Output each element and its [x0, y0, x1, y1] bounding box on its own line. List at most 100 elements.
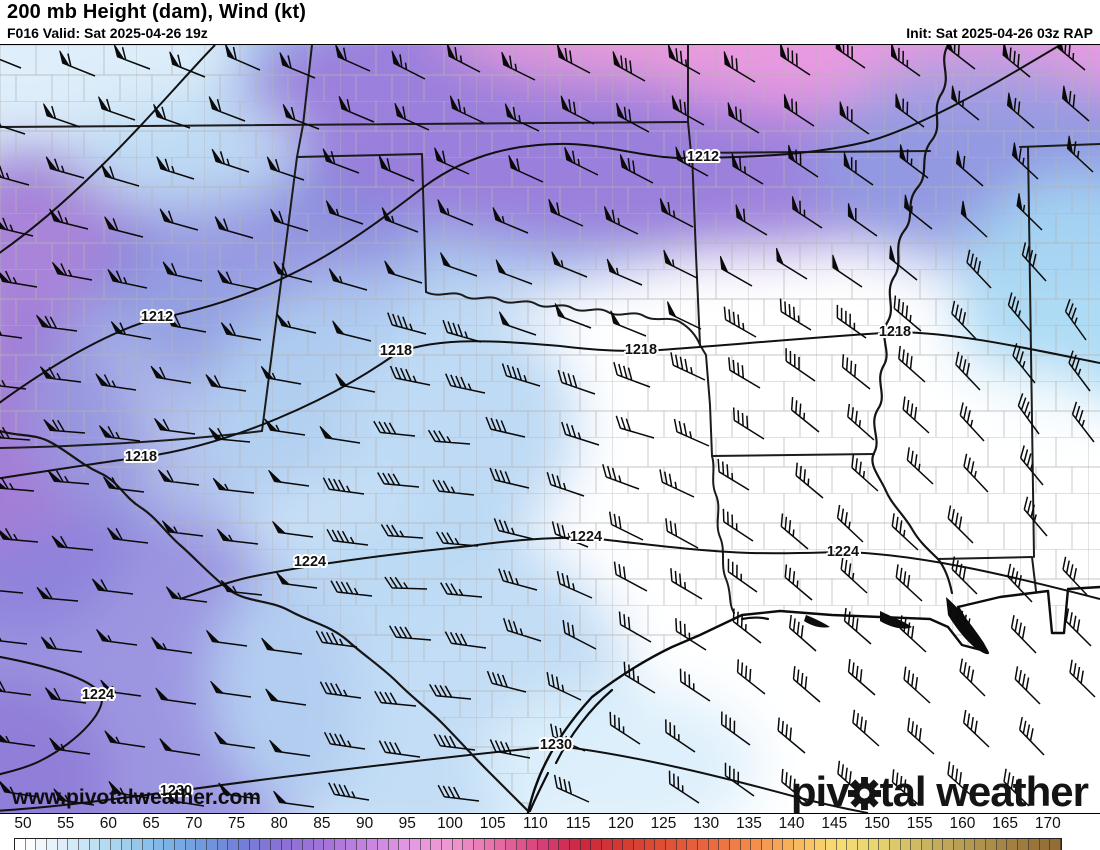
colorbar-cell [783, 838, 795, 850]
colorbar-cell [858, 838, 869, 850]
colorbar-cell [217, 838, 229, 850]
contour-label: 1230 [540, 737, 572, 753]
colorbar-cell [911, 838, 923, 850]
valid-time-label: F016 Valid: Sat 2025-04-26 19z [7, 25, 208, 41]
colorbar-tick: 160 [949, 814, 976, 832]
colorbar-tick: 120 [607, 814, 634, 832]
colorbar-cell [399, 838, 410, 850]
colorbar-cell [260, 838, 272, 850]
colorbar-tick: 60 [99, 814, 118, 832]
colorbar-tick: 110 [523, 814, 548, 832]
colorbar-cell [900, 838, 912, 850]
colorbar-tick: 85 [313, 814, 331, 832]
colorbar-cell [516, 838, 528, 850]
colorbar-cell [580, 838, 592, 850]
colorbar-cell [47, 838, 58, 850]
header: 200 mb Height (dam), Wind (kt) F016 Vali… [0, 0, 1100, 44]
colorbar-cell [633, 838, 645, 850]
colorbar-cell [612, 838, 624, 850]
init-time-label: Init: Sat 2025-04-26 03z RAP [906, 25, 1093, 41]
colorbar-cell [1039, 838, 1051, 850]
colorbar-cell [356, 838, 368, 850]
colorbar-tick: 115 [565, 814, 591, 832]
colorbar-tick: 105 [479, 814, 506, 832]
colorbar-cell [1018, 838, 1029, 850]
colorbar-cell [68, 838, 80, 850]
colorbar-cell [751, 838, 763, 850]
colorbar-cell [655, 838, 666, 850]
colorbar-tick: 140 [778, 814, 805, 832]
colorbar-cell [175, 838, 186, 850]
colorbar-cell [473, 838, 485, 850]
logo-text-pre: piv [790, 768, 850, 814]
colorbar-cell [388, 838, 400, 850]
colorbar-tick: 135 [735, 814, 762, 832]
contour-label: 1218 [380, 343, 412, 359]
weather-map[interactable]: 1212 1212 1218 1218 1218 1218 1224 1224 1224 1224… [0, 45, 1100, 813]
map-area[interactable]: 1212 1212 1218 1218 1218 1218 1224 1224 1224 1224… [0, 44, 1100, 814]
colorbar-tick: 80 [270, 814, 288, 832]
colorbar-tick: 145 [821, 814, 848, 832]
colorbar-tick: 65 [142, 814, 160, 832]
logo-text-post: tal weather [879, 768, 1089, 814]
colorbar-cell [1028, 838, 1040, 850]
colorbar-cell [249, 838, 261, 850]
colorbar-cell [772, 838, 784, 850]
colorbar-tick: 50 [14, 814, 32, 832]
colorbar-gradient [14, 837, 1062, 850]
colorbar-cell [730, 838, 741, 850]
colorbar-cell [452, 838, 464, 850]
logo: piv tal weather [790, 768, 1089, 814]
colorbar-cell [324, 838, 336, 850]
colorbar-cell [335, 838, 346, 850]
colorbar-cell [495, 838, 506, 850]
colorbar-cell [537, 838, 549, 850]
contour-label: 1224 [570, 529, 602, 545]
colorbar-tick: 130 [693, 814, 720, 832]
colorbar-cell [548, 838, 560, 850]
colorbar-cell [794, 838, 805, 850]
colorbar-cell [313, 838, 325, 850]
colorbar-cell [591, 838, 602, 850]
colorbar-cell [1050, 838, 1061, 850]
colorbar-cell [879, 838, 891, 850]
colorbar-cell [708, 838, 720, 850]
colorbar-cell [868, 838, 880, 850]
colorbar-cell [79, 838, 90, 850]
colorbar-tick: 125 [650, 814, 677, 832]
gear-icon [847, 777, 881, 810]
colorbar-cell [409, 838, 421, 850]
colorbar-cell [890, 838, 901, 850]
colorbar-cell [121, 838, 133, 850]
colorbar-cell [644, 838, 656, 850]
colorbar-cell [207, 838, 218, 850]
colorbar-cell [665, 838, 677, 850]
colorbar-cell [954, 838, 965, 850]
colorbar-tick: 150 [864, 814, 890, 832]
colorbar-cell [25, 838, 37, 850]
colorbar-cell [922, 838, 933, 850]
colorbar-cell [111, 838, 122, 850]
colorbar-tick: 75 [227, 814, 246, 832]
colorbar-cell [719, 838, 731, 850]
colorbar-cell [815, 838, 827, 850]
colorbar-cell [698, 838, 709, 850]
contour-label: 1224 [82, 687, 114, 703]
colorbar-cell [527, 838, 538, 850]
watermark: www.pivotalweather.com [12, 786, 261, 809]
colorbar-cell [431, 838, 442, 850]
colorbar-cell [559, 838, 570, 850]
colorbar-cell [57, 838, 69, 850]
colorbar-cell [847, 838, 859, 850]
colorbar-cell [303, 838, 314, 850]
colorbar-cell [505, 838, 517, 850]
page-title: 200 mb Height (dam), Wind (kt) [7, 1, 307, 23]
colorbar-cell [441, 838, 453, 850]
colorbar-cell [601, 838, 613, 850]
contour-label: 1218 [625, 342, 657, 358]
colorbar: 50 55 60 65 70 75 80 85 90 95 100 105 110 115 120 125 13… [0, 813, 1100, 850]
colorbar-cell [196, 838, 208, 850]
colorbar-cell [569, 838, 581, 850]
colorbar-cell [89, 838, 101, 850]
